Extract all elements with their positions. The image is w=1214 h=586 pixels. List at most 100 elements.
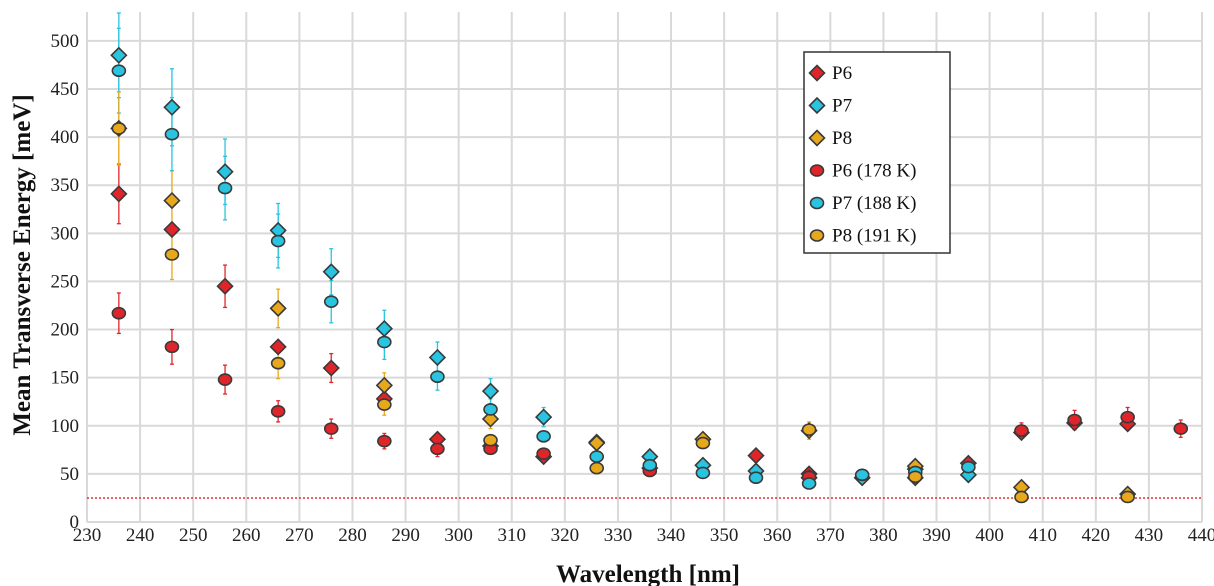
point-circle (430, 442, 445, 456)
point-circle (377, 434, 392, 448)
legend-entry: P6 (178 K) (832, 161, 916, 182)
x-tick-label: 230 (73, 525, 102, 546)
legend-entry: P8 (191 K) (832, 226, 916, 247)
point-diamond (216, 277, 234, 295)
point-circle (323, 295, 339, 308)
x-tick-label: 250 (179, 525, 208, 546)
point-circle (111, 122, 127, 135)
point-diamond (375, 376, 393, 394)
x-tick-label: 440 (1188, 525, 1214, 546)
x-axis-label: Wavelength [nm] (556, 561, 740, 586)
x-tick-label: 380 (869, 525, 898, 546)
point-circle (270, 356, 286, 370)
x-tick-label: 340 (657, 525, 686, 546)
y-tick-label: 400 (51, 127, 80, 148)
point-circle (430, 370, 445, 383)
point-diamond (269, 338, 287, 356)
point-diamond (481, 410, 500, 428)
y-tick-label: 500 (51, 31, 80, 52)
point-circle (536, 447, 551, 460)
point-circle (695, 466, 711, 480)
point-diamond (588, 434, 606, 452)
point-circle (1014, 424, 1029, 437)
legend-entry: P7 (832, 96, 852, 117)
point-diamond (110, 46, 128, 64)
point-circle (164, 340, 180, 354)
point-circle (1067, 413, 1082, 427)
point-circle (164, 127, 180, 141)
point-circle (801, 423, 817, 436)
point-circle (217, 181, 233, 195)
point-circle (270, 234, 286, 248)
legend-marker (808, 129, 826, 147)
point-circle (1173, 422, 1189, 435)
x-tick-label: 310 (498, 525, 527, 546)
point-diamond (163, 98, 181, 116)
x-tick-label: 270 (285, 525, 314, 546)
x-tick-label: 350 (710, 525, 739, 546)
y-tick-label: 100 (51, 416, 80, 437)
point-circle (217, 373, 233, 386)
point-circle (111, 306, 127, 320)
y-tick-label: 0 (70, 512, 80, 533)
point-circle (642, 458, 658, 472)
x-tick-label: 300 (444, 525, 473, 546)
x-tick-label: 430 (1135, 525, 1164, 546)
y-tick-label: 300 (51, 223, 80, 244)
y-tick-label: 50 (60, 464, 79, 485)
y-tick-label: 200 (51, 320, 80, 341)
point-circle (377, 398, 392, 411)
point-circle (111, 64, 127, 77)
grid (86, 12, 1203, 523)
point-diamond (163, 191, 181, 210)
legend: P6 P7 P8 P6 (178 K) P7 (188 K) P8 (191 K) (803, 51, 951, 254)
y-axis-label: Mean Transverse Energy [meV] (9, 94, 36, 435)
point-circle (695, 436, 711, 450)
point-circle (589, 461, 605, 475)
point-circle (748, 471, 764, 485)
legend-box (803, 51, 951, 254)
x-tick-label: 420 (1082, 525, 1111, 546)
y-axis-ticks: 0 50 100 150 200 250 300 350 400 450 500 (51, 31, 80, 533)
legend-marker (809, 196, 825, 210)
point-diamond (428, 348, 447, 367)
point-diamond (375, 319, 393, 338)
legend-entry: P7 (188 K) (832, 193, 916, 214)
point-circle (589, 450, 605, 463)
point-circle (801, 477, 817, 490)
x-tick-label: 370 (816, 525, 845, 546)
point-circle (907, 470, 923, 484)
y-tick-label: 350 (51, 175, 80, 196)
point-diamond (216, 163, 234, 181)
x-tick-label: 240 (126, 525, 155, 546)
x-tick-label: 390 (922, 525, 951, 546)
point-circle (377, 335, 392, 349)
y-tick-label: 450 (51, 79, 80, 100)
x-tick-label: 410 (1028, 525, 1057, 546)
point-circle (1120, 410, 1135, 424)
legend-marker (808, 96, 826, 115)
x-tick-label: 260 (232, 525, 261, 546)
point-circle (323, 422, 339, 435)
point-diamond (322, 263, 340, 281)
x-axis-ticks: 230 240 250 260 270 280 290 300 310 320 330 340 350 3… (73, 525, 1214, 546)
point-circle (483, 403, 498, 416)
legend-marker (809, 229, 825, 242)
point-diamond (481, 382, 500, 400)
x-tick-label: 360 (763, 525, 792, 546)
point-circle (1120, 490, 1135, 504)
y-tick-label: 250 (51, 271, 80, 292)
point-circle (854, 468, 870, 482)
point-diamond (110, 185, 128, 203)
point-diamond (163, 220, 181, 239)
point-diamond (747, 446, 765, 465)
point-circle (536, 430, 551, 443)
legend-marker (809, 164, 825, 177)
x-tick-label: 280 (338, 525, 367, 546)
point-circle (483, 433, 498, 447)
x-tick-label: 290 (391, 525, 420, 546)
point-diamond (534, 408, 553, 426)
point-diamond (322, 359, 340, 377)
legend-entry: P8 (832, 128, 852, 149)
